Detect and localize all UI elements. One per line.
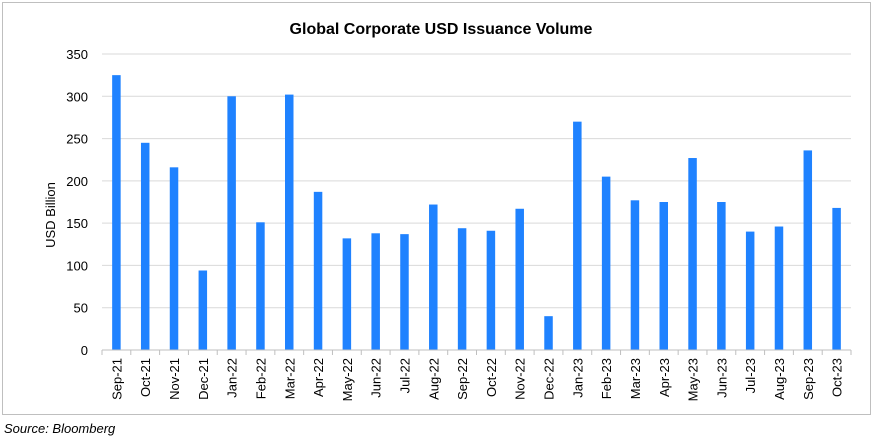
x-tick-label: Mar-22 [282, 358, 297, 399]
bar [832, 207, 841, 350]
x-tick-label: Jul-22 [397, 358, 412, 393]
bar [169, 167, 179, 350]
bar [342, 238, 352, 350]
y-tick-label: 350 [66, 47, 88, 62]
x-tick-label: Apr-23 [657, 358, 672, 397]
bar [573, 121, 582, 351]
x-tick-label: Mar-23 [628, 358, 643, 399]
bar [256, 222, 265, 350]
bar [601, 176, 611, 350]
x-tick-label: Jan-22 [225, 358, 240, 398]
x-tick-label: Dec-22 [542, 358, 557, 400]
bar [400, 234, 409, 350]
x-tick-label: Jan-23 [570, 358, 585, 398]
chart-frame: Global Corporate USD Issuance Volume 0 50… [2, 2, 871, 415]
x-tick-label: Dec-21 [196, 358, 211, 400]
x-tick-label: Apr-22 [311, 358, 326, 397]
x-tick-label: Nov-22 [513, 358, 528, 400]
y-axis-label: USD Billion [43, 182, 58, 248]
bar [745, 231, 755, 350]
bar-chart: Global Corporate USD Issuance Volume 0 50… [43, 21, 852, 401]
gridlines [102, 53, 851, 351]
x-tick-label: May-23 [686, 358, 701, 401]
bar [313, 191, 323, 350]
bar [140, 142, 150, 350]
x-tick-label: Aug-23 [772, 358, 787, 400]
x-tick-label: Sep-21 [109, 358, 124, 400]
x-tick-label: Sep-22 [455, 358, 470, 400]
bar [659, 202, 668, 350]
y-tick-label: 150 [66, 216, 88, 231]
source-note: Source: Bloomberg [4, 421, 116, 436]
bar [486, 230, 496, 350]
x-axis-ticks: Sep-21 Oct-21 Nov-21 Dec-21 Jan-22 Feb-22 Mar-… [109, 358, 844, 401]
bar [630, 200, 640, 350]
bar [198, 270, 208, 350]
x-tick-label: Jun-23 [714, 358, 729, 398]
x-tick-label: Oct-21 [138, 358, 153, 397]
bar [371, 233, 380, 350]
x-tick-label: Feb-23 [599, 358, 614, 399]
bars [112, 75, 841, 351]
bar [717, 202, 726, 350]
bar [429, 204, 438, 350]
y-axis-ticks: 0 50 100 150 200 250 300 350 [66, 47, 88, 358]
bar [285, 94, 294, 350]
x-tick-label: Jun-22 [369, 358, 384, 398]
bar [457, 228, 467, 350]
y-tick-label: 300 [66, 89, 88, 104]
x-tick-label: Oct-22 [484, 358, 499, 397]
bar [515, 208, 524, 350]
y-tick-label: 50 [74, 301, 88, 316]
x-axis [101, 349, 852, 355]
x-tick-label: Jul-23 [743, 358, 758, 393]
y-tick-label: 250 [66, 132, 88, 147]
x-tick-label: May-22 [340, 358, 355, 401]
bar [112, 75, 121, 351]
y-tick-label: 200 [66, 174, 88, 189]
x-tick-label: Feb-22 [253, 358, 268, 399]
x-tick-label: Nov-21 [167, 358, 182, 400]
bar [774, 226, 784, 350]
chart-title: Global Corporate USD Issuance Volume [290, 21, 593, 38]
x-tick-label: Oct-23 [830, 358, 845, 397]
bar [688, 158, 697, 350]
x-tick-label: Aug-22 [426, 358, 441, 400]
y-tick-label: 0 [81, 343, 88, 358]
bar [544, 316, 553, 350]
y-tick-label: 100 [66, 258, 88, 273]
bar [227, 96, 236, 351]
x-tick-label: Sep-23 [801, 358, 816, 400]
bar [803, 150, 813, 350]
